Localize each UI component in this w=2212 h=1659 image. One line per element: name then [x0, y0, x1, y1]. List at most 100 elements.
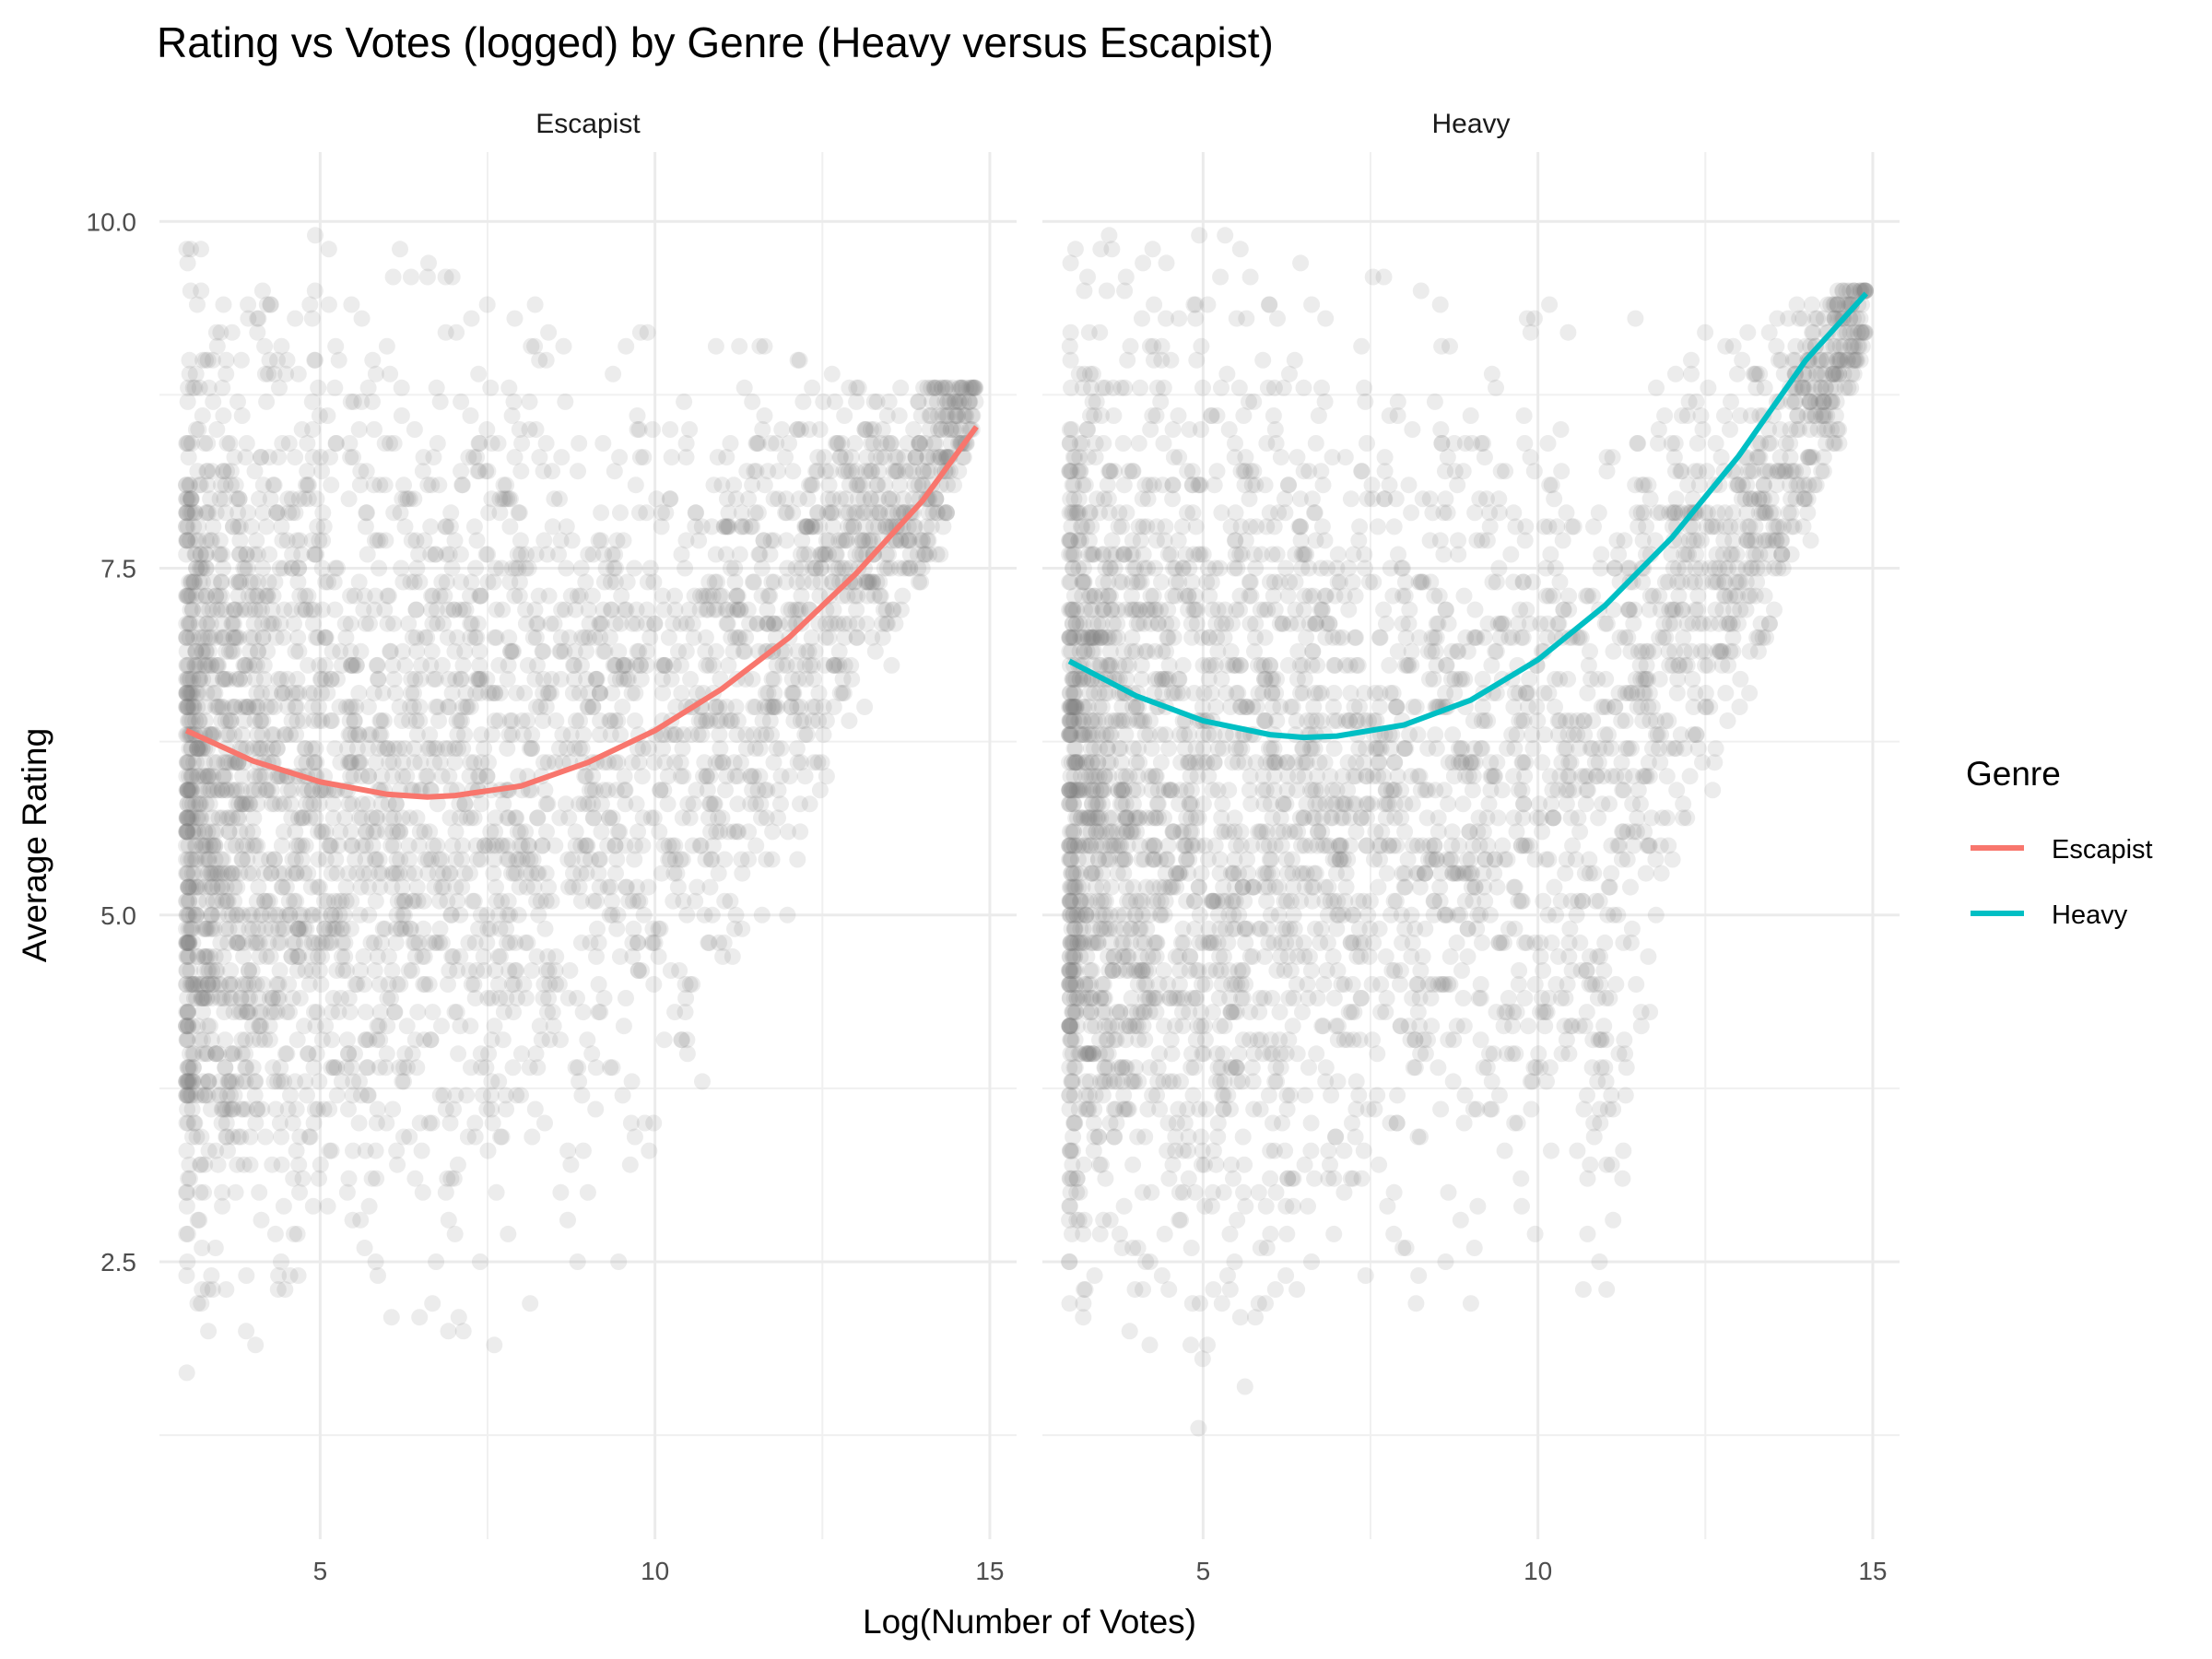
- scatter-point: [342, 920, 359, 937]
- scatter-point: [806, 559, 824, 577]
- scatter-point: [629, 421, 646, 438]
- scatter-point: [684, 615, 701, 632]
- scatter-point: [236, 656, 253, 674]
- scatter-point: [747, 504, 764, 522]
- scatter-point: [508, 1087, 525, 1104]
- scatter-point: [197, 559, 215, 577]
- scatter-point: [824, 518, 841, 535]
- scatter-point: [391, 823, 408, 841]
- scatter-point: [880, 393, 898, 410]
- scatter-point: [487, 685, 504, 701]
- scatter-point: [178, 1073, 195, 1090]
- scatter-point: [238, 546, 255, 563]
- scatter-point: [340, 1100, 357, 1118]
- scatter-point: [326, 601, 344, 618]
- scatter-point: [428, 740, 445, 758]
- scatter-point: [196, 699, 214, 715]
- scatter-point: [254, 712, 272, 729]
- scatter-point: [914, 463, 932, 480]
- scatter-point: [666, 601, 684, 618]
- scatter-point: [840, 463, 857, 480]
- scatter-point: [728, 587, 746, 605]
- scatter-point: [357, 1142, 374, 1159]
- scatter-point: [268, 1004, 286, 1021]
- scatter-point: [822, 463, 839, 480]
- scatter-point: [371, 477, 389, 494]
- scatter-point: [299, 1087, 315, 1104]
- scatter-point: [180, 906, 197, 924]
- scatter-point: [237, 1059, 254, 1077]
- scatter-point: [505, 393, 523, 410]
- scatter-point: [433, 768, 451, 785]
- scatter-point: [465, 892, 483, 910]
- scatter-point: [427, 546, 444, 563]
- scatter-point: [1095, 1211, 1112, 1229]
- scatter-point: [356, 1240, 373, 1256]
- scatter-point: [370, 1267, 386, 1284]
- scatter-point: [911, 435, 928, 452]
- scatter-point: [270, 504, 287, 522]
- scatter-point: [184, 1128, 201, 1146]
- scatter-point: [727, 699, 745, 715]
- scatter-point: [482, 823, 500, 841]
- scatter-point: [409, 1004, 427, 1021]
- scatter-point: [449, 726, 466, 744]
- scatter-point: [392, 823, 409, 841]
- scatter-point: [688, 878, 706, 896]
- scatter-point: [301, 296, 319, 313]
- scatter-point: [371, 851, 388, 868]
- scatter-point: [657, 504, 675, 522]
- x-tick-label: 10: [641, 1557, 669, 1585]
- scatter-point: [360, 1031, 378, 1049]
- scatter-point: [552, 532, 570, 549]
- scatter-point: [341, 1004, 359, 1021]
- scatter-point: [384, 1100, 402, 1118]
- scatter-point: [494, 601, 512, 618]
- scatter-point: [385, 615, 403, 632]
- scatter-point: [695, 768, 712, 785]
- scatter-point: [1182, 1336, 1199, 1354]
- scatter-point: [498, 1100, 514, 1118]
- scatter-point: [225, 1004, 242, 1021]
- scatter-point: [629, 962, 647, 979]
- scatter-point: [547, 837, 564, 854]
- scatter-point: [715, 934, 733, 951]
- scatter-point: [298, 477, 314, 494]
- scatter-point: [377, 823, 394, 841]
- scatter-point: [441, 809, 459, 827]
- scatter-point: [225, 642, 242, 660]
- scatter-point: [592, 685, 609, 701]
- scatter-point: [421, 726, 439, 744]
- scatter-point: [276, 1045, 294, 1063]
- scatter-point: [223, 699, 241, 715]
- scatter-point: [272, 1073, 289, 1090]
- scatter-point: [178, 615, 195, 632]
- scatter-point: [1462, 407, 1479, 424]
- scatter-point: [699, 712, 716, 729]
- scatter-point: [401, 1128, 418, 1146]
- scatter-point: [552, 1183, 570, 1201]
- scatter-point: [428, 1253, 445, 1270]
- scatter-point: [200, 1142, 218, 1159]
- scatter-point: [180, 1059, 197, 1077]
- scatter-point: [831, 685, 849, 701]
- scatter-point: [1431, 296, 1449, 313]
- scatter-point: [199, 976, 217, 993]
- scatter-point: [179, 518, 196, 535]
- scatter-point: [483, 726, 500, 744]
- scatter-point: [537, 435, 555, 452]
- scatter-point: [238, 435, 255, 452]
- scatter-point: [609, 906, 627, 924]
- scatter-point: [439, 892, 456, 910]
- scatter-point: [567, 601, 584, 618]
- scatter-point: [218, 1281, 235, 1299]
- scatter-point: [466, 990, 484, 1006]
- scatter-point: [692, 587, 709, 605]
- scatter-point: [846, 587, 864, 605]
- scatter-point: [717, 546, 735, 563]
- scatter-point: [591, 851, 607, 868]
- scatter-point: [340, 865, 357, 882]
- scatter-point: [929, 379, 947, 396]
- scatter-point: [751, 337, 769, 355]
- scatter-point: [178, 1018, 195, 1035]
